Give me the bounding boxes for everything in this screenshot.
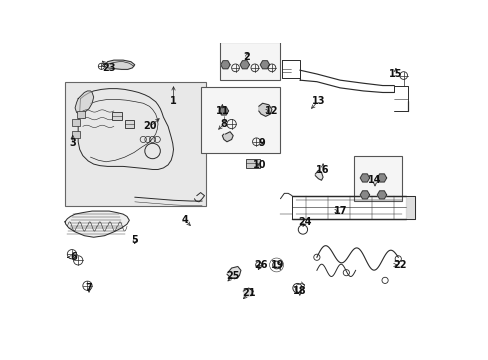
Polygon shape: [405, 195, 414, 219]
Bar: [65, 82, 205, 206]
Polygon shape: [75, 91, 94, 114]
Text: 8: 8: [220, 119, 227, 129]
Polygon shape: [226, 266, 241, 279]
Text: 18: 18: [292, 286, 306, 296]
Text: 21: 21: [242, 288, 255, 298]
Polygon shape: [220, 61, 230, 69]
Text: 22: 22: [392, 260, 406, 270]
Text: 12: 12: [264, 106, 278, 116]
Bar: [353, 156, 401, 201]
Text: 26: 26: [254, 260, 267, 270]
Text: 17: 17: [333, 206, 346, 216]
Polygon shape: [103, 60, 135, 69]
Polygon shape: [315, 170, 323, 180]
Text: 10: 10: [253, 160, 266, 170]
Polygon shape: [240, 61, 249, 69]
Text: 14: 14: [367, 175, 381, 185]
Text: 7: 7: [85, 283, 92, 293]
Text: 25: 25: [226, 271, 240, 281]
Text: 24: 24: [298, 217, 311, 227]
Text: 23: 23: [102, 63, 116, 73]
Polygon shape: [219, 107, 228, 115]
Bar: [77, 111, 85, 118]
Bar: [220, 42, 280, 80]
Polygon shape: [65, 211, 129, 237]
Text: 4: 4: [182, 215, 188, 225]
Bar: [124, 120, 134, 128]
Polygon shape: [377, 191, 386, 199]
Polygon shape: [377, 174, 386, 182]
Polygon shape: [258, 103, 271, 116]
Text: 5: 5: [131, 235, 138, 244]
Text: 19: 19: [271, 260, 285, 270]
Polygon shape: [360, 191, 369, 199]
Polygon shape: [260, 61, 269, 69]
Text: 16: 16: [316, 165, 329, 175]
Text: 2: 2: [243, 52, 250, 62]
Polygon shape: [243, 288, 253, 297]
Bar: [245, 159, 259, 168]
Text: 9: 9: [258, 138, 265, 148]
Text: 15: 15: [388, 69, 402, 79]
Bar: [72, 131, 80, 138]
Polygon shape: [222, 132, 233, 142]
Bar: [200, 87, 279, 153]
Text: 6: 6: [70, 252, 77, 262]
Text: 1: 1: [170, 96, 177, 106]
Text: 3: 3: [69, 138, 76, 148]
Polygon shape: [360, 174, 369, 182]
Bar: [72, 119, 80, 126]
Text: 13: 13: [311, 96, 325, 106]
Text: 11: 11: [215, 106, 228, 116]
Bar: [112, 112, 122, 120]
Text: 20: 20: [143, 121, 157, 131]
